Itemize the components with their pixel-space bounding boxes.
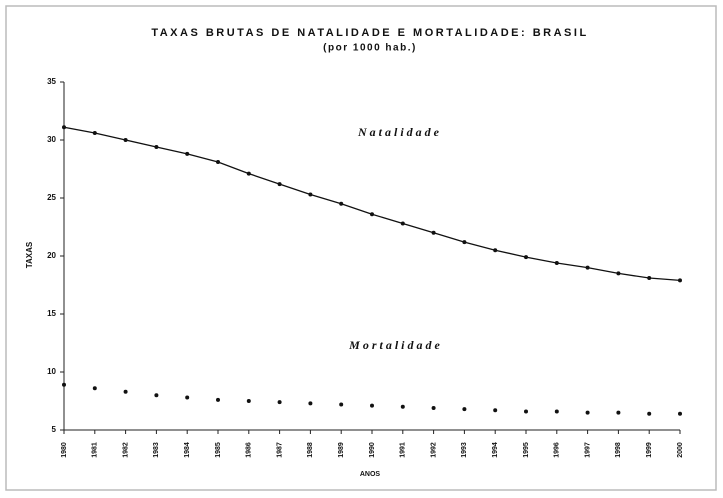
data-point	[585, 410, 590, 415]
data-point	[123, 389, 128, 394]
data-point	[308, 401, 313, 406]
data-point	[277, 182, 282, 187]
x-tick-label: 1983	[153, 442, 160, 458]
x-tick-label: 1992	[430, 442, 437, 458]
chart-title: TAXAS BRUTAS DE NATALIDADE E MORTALIDADE…	[151, 27, 588, 39]
data-point	[216, 397, 220, 402]
data-point	[647, 276, 652, 281]
data-point	[154, 144, 159, 149]
data-point	[370, 403, 374, 408]
x-tick-label: 1994	[492, 442, 499, 458]
y-tick-label: 30	[47, 135, 56, 144]
x-tick-label: 1982	[122, 442, 129, 458]
x-tick-label: 1993	[461, 442, 468, 458]
x-tick-label: 1980	[61, 442, 68, 458]
data-point	[462, 407, 467, 412]
x-tick-label: 1987	[276, 442, 283, 458]
x-tick-label: 1999	[646, 442, 653, 458]
x-tick-label: 1997	[584, 442, 591, 458]
x-axis-label: ANOS	[360, 471, 381, 478]
y-tick-label: 25	[47, 193, 56, 202]
data-point	[62, 125, 66, 130]
y-axis-label: TAXAS	[25, 241, 34, 268]
y-tick-label: 5	[52, 425, 57, 434]
data-point	[185, 151, 190, 156]
data-point	[400, 404, 405, 409]
x-tick-label: 1985	[215, 442, 222, 458]
series-label: Mortalidade	[348, 338, 443, 352]
frame	[5, 5, 717, 491]
data-point	[616, 271, 621, 276]
data-point	[462, 240, 467, 245]
series-label: Natalidade	[357, 125, 442, 139]
data-point	[339, 201, 344, 206]
data-point	[400, 221, 405, 226]
x-tick-label: 1984	[184, 442, 191, 458]
x-tick-label: 1990	[369, 442, 376, 458]
x-tick-label: 1989	[338, 442, 345, 458]
data-point	[123, 138, 128, 142]
data-point	[370, 212, 374, 217]
x-tick-label: 1991	[400, 442, 407, 458]
x-tick-label: 2000	[677, 442, 684, 458]
data-point	[616, 410, 621, 415]
data-point	[585, 265, 590, 270]
x-tick-label: 1995	[523, 442, 530, 458]
data-point	[554, 409, 559, 414]
data-point	[92, 131, 97, 136]
data-point	[524, 255, 528, 260]
data-point	[647, 411, 652, 416]
data-point	[493, 248, 498, 253]
x-tick-label: 1996	[554, 442, 561, 458]
series-line	[63, 126, 681, 282]
data-point	[431, 405, 436, 410]
data-point	[154, 393, 159, 398]
data-point	[92, 386, 97, 391]
x-tick-label: 1981	[92, 442, 99, 458]
data-point	[246, 399, 251, 403]
y-tick-label: 20	[47, 251, 56, 260]
y-tick-label: 15	[47, 309, 56, 318]
data-point	[216, 160, 220, 165]
data-point	[339, 402, 344, 407]
data-point	[678, 411, 682, 416]
y-tick-label: 35	[47, 77, 56, 86]
x-tick-label: 1988	[307, 442, 314, 458]
data-point	[493, 408, 498, 413]
data-point	[678, 278, 682, 283]
data-point	[554, 260, 559, 265]
chart-subtitle: (por 1000 hab.)	[323, 43, 417, 54]
data-point	[277, 400, 282, 405]
data-point	[431, 230, 436, 235]
data-point	[246, 171, 251, 176]
x-tick-label: 1986	[246, 442, 253, 458]
data-point	[308, 192, 313, 197]
y-tick-label: 10	[47, 367, 56, 376]
data-point	[62, 382, 66, 387]
data-point	[185, 395, 190, 400]
data-point	[524, 409, 528, 414]
x-tick-label: 1998	[615, 442, 622, 458]
